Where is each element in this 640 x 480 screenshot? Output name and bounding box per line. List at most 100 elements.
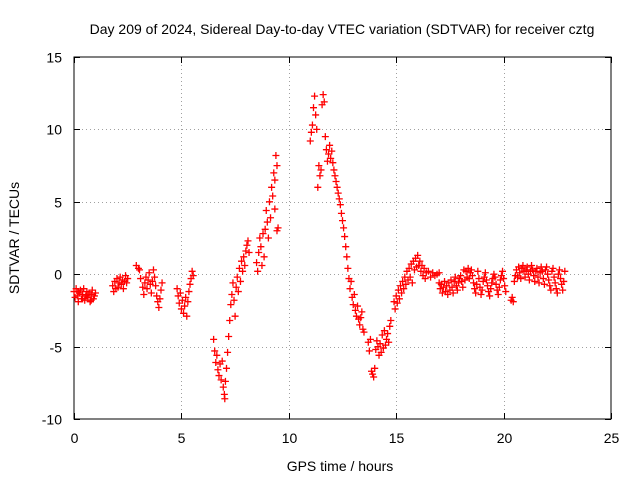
data-point: [79, 295, 87, 303]
data-point: [357, 314, 365, 322]
data-point: [551, 279, 559, 287]
data-point: [139, 283, 147, 291]
data-point: [436, 285, 444, 293]
data-point: [474, 267, 482, 275]
data-point: [233, 273, 241, 281]
data-point: [242, 247, 250, 255]
data-point: [472, 289, 480, 297]
data-point: [145, 269, 153, 277]
data-point: [559, 286, 567, 294]
data-point: [270, 169, 278, 177]
data-point: [390, 298, 398, 306]
data-point: [555, 266, 563, 274]
data-point: [214, 366, 222, 374]
data-point: [229, 279, 237, 287]
data-point: [450, 277, 458, 285]
data-point: [500, 275, 508, 283]
data-point: [534, 273, 542, 281]
data-point: [481, 269, 489, 277]
data-point: [395, 295, 403, 303]
data-point: [212, 359, 220, 367]
data-point: [340, 224, 348, 232]
data-point: [420, 264, 428, 272]
data-point: [482, 276, 490, 284]
data-point: [143, 285, 151, 293]
data-point: [386, 322, 394, 330]
data-point: [119, 285, 127, 293]
data-point: [91, 289, 99, 297]
data-point: [468, 272, 476, 280]
data-point: [262, 206, 270, 214]
data-point: [158, 279, 166, 287]
data-point: [255, 248, 263, 256]
data-point: [257, 243, 265, 251]
data-point: [406, 273, 414, 281]
data-point: [319, 91, 327, 99]
chart-title: Day 209 of 2024, Sidereal Day-to-day VTE…: [90, 21, 595, 37]
data-point: [341, 233, 349, 241]
data-point: [560, 277, 568, 285]
data-point: [231, 312, 239, 320]
data-point: [330, 166, 338, 174]
data-point: [225, 332, 233, 340]
data-point: [448, 283, 456, 291]
data-point: [113, 275, 121, 283]
y-tick-label: 0: [54, 267, 62, 283]
data-point: [241, 262, 249, 270]
data-point: [273, 162, 281, 170]
data-point: [269, 192, 277, 200]
data-point: [523, 263, 531, 271]
data-point: [478, 286, 486, 294]
data-point: [210, 335, 218, 343]
data-point: [477, 290, 485, 298]
data-point: [344, 264, 352, 272]
data-point: [326, 141, 334, 149]
data-point: [543, 263, 551, 271]
data-point: [219, 383, 227, 391]
data-point: [268, 183, 276, 191]
data-point: [239, 267, 247, 275]
data-point: [387, 317, 395, 325]
data-point: [435, 269, 443, 277]
data-point: [328, 147, 336, 155]
y-tick-label: 5: [54, 195, 62, 211]
data-point: [240, 253, 248, 261]
data-point: [74, 288, 82, 296]
data-point: [366, 335, 374, 343]
data-point: [441, 277, 449, 285]
data-point: [221, 377, 229, 385]
data-point: [230, 296, 238, 304]
data-point: [307, 128, 315, 136]
data-point: [471, 285, 479, 293]
data-point: [211, 347, 219, 355]
data-point: [356, 321, 364, 329]
data-point: [83, 292, 91, 300]
data-point: [337, 209, 345, 217]
data-point: [385, 338, 393, 346]
data-point: [549, 264, 557, 272]
data-point: [185, 288, 193, 296]
grid: [74, 57, 611, 419]
y-axis: -10 -5 0 5 10 15: [42, 50, 611, 428]
data-point: [221, 395, 229, 403]
data-point: [144, 276, 152, 284]
data-point: [271, 205, 279, 213]
data-point: [263, 218, 271, 226]
data-point: [509, 298, 517, 306]
data-point: [147, 289, 155, 297]
data-point: [134, 264, 142, 272]
data-point: [358, 308, 366, 316]
data-point: [376, 340, 384, 348]
data-point: [218, 357, 226, 365]
data-point: [260, 253, 268, 261]
data-point: [311, 92, 319, 100]
data-point: [238, 257, 246, 265]
data-point: [223, 364, 231, 372]
data-point: [350, 290, 358, 298]
data-point: [317, 166, 325, 174]
data-point: [332, 178, 340, 186]
data-point: [320, 98, 328, 106]
data-point: [173, 285, 181, 293]
data-point: [439, 283, 447, 291]
data-point: [227, 301, 235, 309]
